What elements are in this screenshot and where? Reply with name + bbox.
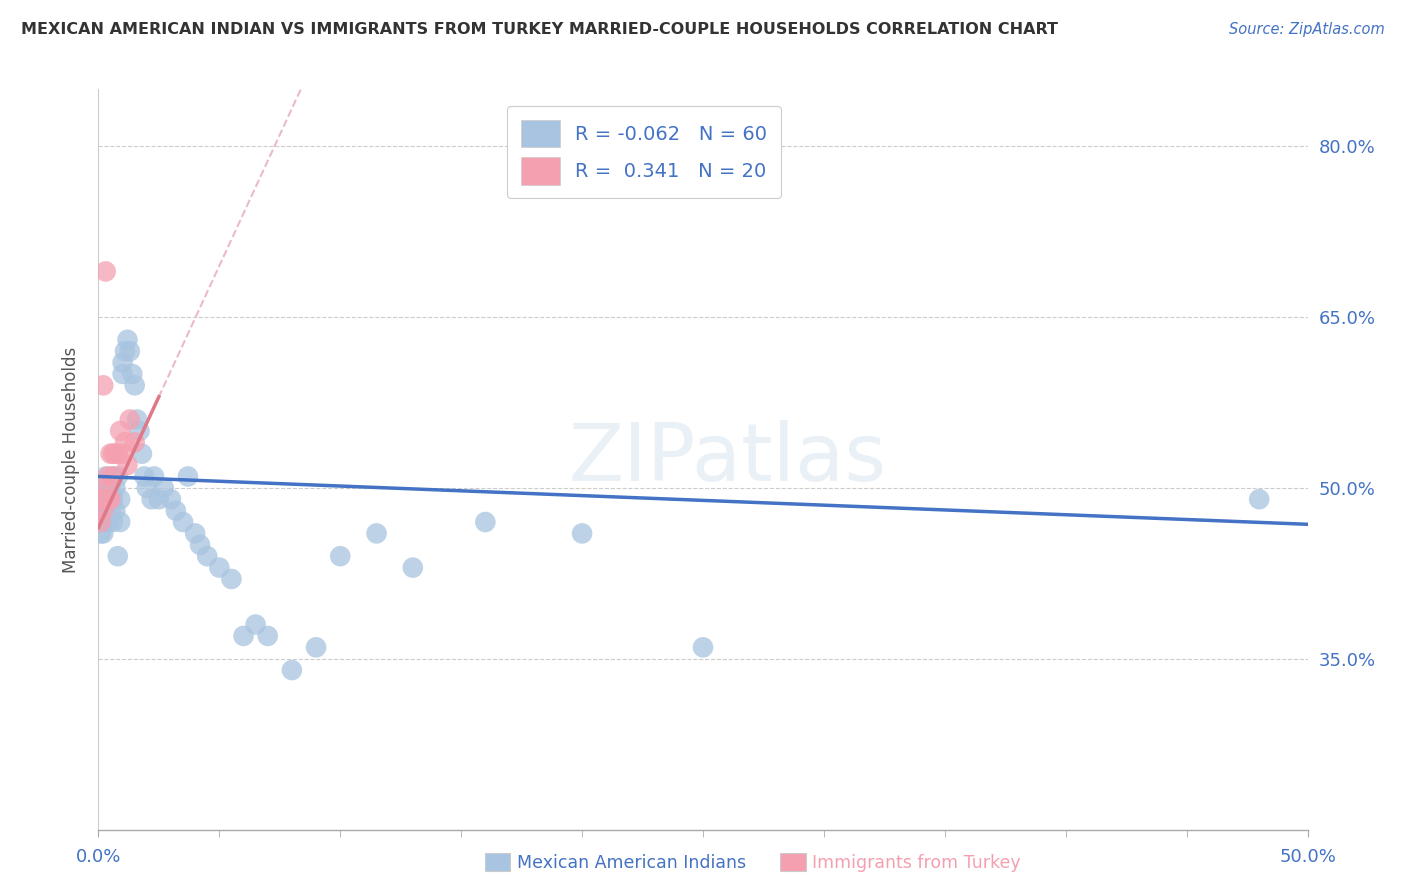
- Point: [94, 264, 117, 278]
- Point: [305, 640, 328, 655]
- Point: [402, 560, 425, 574]
- Point: [100, 447, 122, 461]
- Point: [90, 515, 112, 529]
- Point: [692, 640, 714, 655]
- Point: [94, 469, 117, 483]
- Point: [104, 447, 127, 461]
- Point: [101, 447, 124, 461]
- Point: [160, 492, 183, 507]
- Point: [221, 572, 243, 586]
- Text: Source: ZipAtlas.com: Source: ZipAtlas.com: [1229, 22, 1385, 37]
- Point: [94, 481, 117, 495]
- Point: [108, 515, 131, 529]
- Point: [143, 469, 166, 483]
- Point: [101, 492, 124, 507]
- Point: [571, 526, 593, 541]
- Point: [281, 663, 304, 677]
- Point: [195, 549, 218, 564]
- Point: [111, 367, 134, 381]
- Point: [208, 560, 231, 574]
- Text: MEXICAN AMERICAN INDIAN VS IMMIGRANTS FROM TURKEY MARRIED-COUPLE HOUSEHOLDS CORR: MEXICAN AMERICAN INDIAN VS IMMIGRANTS FR…: [21, 22, 1059, 37]
- Point: [148, 492, 170, 507]
- Point: [165, 503, 187, 517]
- Point: [184, 526, 207, 541]
- Point: [128, 424, 150, 438]
- Point: [90, 492, 112, 507]
- Point: [91, 503, 114, 517]
- Bar: [485, 853, 510, 871]
- Point: [135, 481, 157, 495]
- Point: [1249, 492, 1271, 507]
- Point: [117, 458, 139, 472]
- Point: [141, 492, 163, 507]
- Point: [114, 435, 136, 450]
- Point: [97, 469, 120, 483]
- Point: [172, 515, 194, 529]
- Point: [121, 367, 143, 381]
- Point: [366, 526, 388, 541]
- Point: [107, 549, 129, 564]
- Point: [256, 629, 278, 643]
- Point: [94, 503, 117, 517]
- Point: [188, 538, 211, 552]
- Point: [101, 469, 124, 483]
- Point: [131, 447, 153, 461]
- Point: [100, 503, 122, 517]
- Point: [91, 492, 114, 507]
- Point: [474, 515, 496, 529]
- Point: [108, 424, 131, 438]
- Point: [100, 481, 122, 495]
- Point: [101, 515, 124, 529]
- Legend: R = -0.062   N = 60, R =  0.341   N = 20: R = -0.062 N = 60, R = 0.341 N = 20: [508, 106, 780, 198]
- Point: [90, 503, 112, 517]
- Point: [118, 412, 141, 426]
- Point: [134, 469, 156, 483]
- Point: [111, 447, 134, 461]
- Point: [97, 492, 120, 507]
- Point: [108, 492, 131, 507]
- Y-axis label: Married-couple Households: Married-couple Households: [62, 346, 80, 573]
- Point: [90, 515, 112, 529]
- Text: Immigrants from Turkey: Immigrants from Turkey: [801, 855, 1021, 872]
- Point: [94, 481, 117, 495]
- Text: Mexican American Indians: Mexican American Indians: [506, 855, 747, 872]
- Point: [107, 469, 129, 483]
- Point: [124, 435, 146, 450]
- Point: [91, 378, 114, 392]
- Point: [118, 344, 141, 359]
- Point: [245, 617, 267, 632]
- Point: [177, 469, 200, 483]
- Point: [97, 492, 120, 507]
- Point: [114, 344, 136, 359]
- Text: ZIPatlas: ZIPatlas: [568, 420, 886, 499]
- Point: [91, 526, 114, 541]
- Point: [127, 412, 149, 426]
- Point: [111, 355, 134, 369]
- Point: [124, 378, 146, 392]
- Bar: [780, 853, 806, 871]
- Point: [329, 549, 352, 564]
- Point: [232, 629, 254, 643]
- Point: [90, 526, 112, 541]
- Point: [100, 492, 122, 507]
- Point: [104, 481, 127, 495]
- Point: [107, 447, 129, 461]
- Point: [101, 469, 124, 483]
- Point: [97, 515, 120, 529]
- Point: [117, 333, 139, 347]
- Point: [152, 481, 174, 495]
- Point: [90, 492, 112, 507]
- Point: [104, 503, 127, 517]
- Point: [91, 481, 114, 495]
